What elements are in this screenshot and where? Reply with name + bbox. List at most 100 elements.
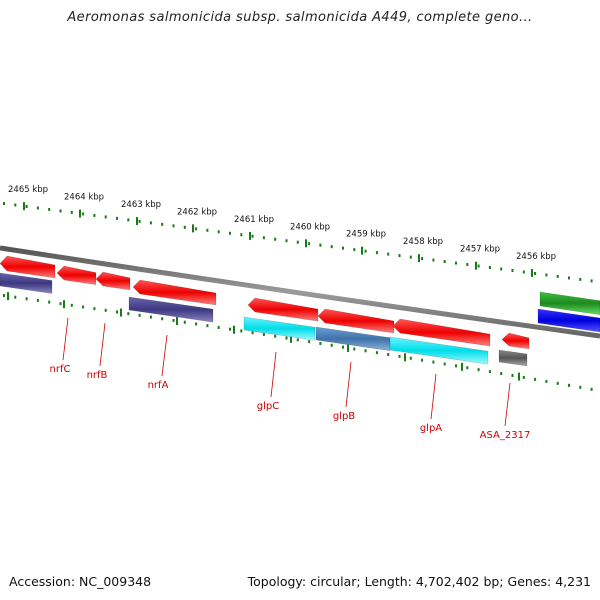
minor-tick <box>229 231 231 235</box>
minor-tick <box>308 242 311 246</box>
major-tick <box>63 300 65 309</box>
major-tick <box>475 261 477 270</box>
gene-label[interactable]: nrfC <box>50 364 71 375</box>
cog-block-purple[interactable] <box>128 296 214 323</box>
minor-tick <box>534 271 537 275</box>
minor-tick <box>229 327 231 331</box>
minor-tick <box>195 322 198 326</box>
minor-tick <box>104 308 107 312</box>
minor-tick <box>172 224 175 228</box>
minor-tick <box>240 329 243 333</box>
minor-tick <box>511 268 514 272</box>
cog-block-purple[interactable] <box>0 272 53 294</box>
major-tick <box>7 292 9 301</box>
gene-label[interactable]: nrfA <box>148 380 169 391</box>
minor-tick <box>59 302 62 306</box>
cds-block[interactable] <box>247 297 319 322</box>
major-tick <box>233 325 235 334</box>
minor-tick <box>172 318 175 322</box>
tick-label: 2463 kbp <box>121 200 161 210</box>
cog-block-cyan[interactable] <box>243 316 316 341</box>
minor-tick <box>342 246 344 250</box>
major-tick <box>461 362 463 371</box>
minor-tick <box>534 377 537 381</box>
major-tick <box>518 372 520 381</box>
gene-label[interactable]: glpA <box>420 423 442 434</box>
minor-tick <box>522 375 525 379</box>
cog-block-blue[interactable] <box>537 308 600 333</box>
minor-tick <box>375 351 378 355</box>
cog-block-steelblue[interactable] <box>315 326 391 352</box>
minor-tick <box>262 332 265 336</box>
cds-block[interactable] <box>0 255 56 279</box>
minor-tick <box>568 383 570 387</box>
outer-tick-track <box>3 202 593 283</box>
tick-label: 2457 kbp <box>460 245 500 255</box>
cds-block[interactable] <box>317 308 395 334</box>
cog-block-green[interactable] <box>539 291 600 315</box>
cog-block-gray[interactable] <box>498 349 528 367</box>
cds-block[interactable] <box>501 332 530 350</box>
minor-tick <box>274 334 277 338</box>
label-leader-line <box>504 382 511 427</box>
minor-tick <box>579 277 582 281</box>
major-tick <box>305 239 307 248</box>
minor-tick <box>500 372 503 376</box>
feature-track[interactable] <box>0 255 600 367</box>
tick-label: 2461 kbp <box>234 215 274 225</box>
label-leader-line <box>99 322 106 367</box>
minor-tick <box>568 276 570 280</box>
minor-tick <box>296 338 299 342</box>
minor-tick <box>48 207 51 211</box>
minor-tick <box>398 254 401 258</box>
gene-label[interactable]: nrfB <box>87 370 108 381</box>
major-tick <box>79 209 81 218</box>
cds-block[interactable] <box>392 318 491 347</box>
cog-block-cyan[interactable] <box>389 336 489 365</box>
minor-tick <box>466 366 469 370</box>
minor-tick <box>116 216 118 220</box>
minor-tick <box>579 385 582 389</box>
minor-tick <box>500 267 503 271</box>
minor-tick <box>353 248 356 252</box>
label-leader-line <box>161 334 168 377</box>
gene-labels: nrfC nrfB nrfA glpC glpB glpA ASA_2317 <box>50 317 531 441</box>
minor-tick <box>421 257 424 261</box>
minor-tick <box>443 260 446 264</box>
minor-tick <box>59 209 62 213</box>
minor-tick <box>466 263 469 267</box>
minor-tick <box>319 341 322 345</box>
cds-block[interactable] <box>132 279 217 306</box>
minor-tick <box>353 347 356 351</box>
tick-label: 2465 kbp <box>8 185 48 195</box>
minor-tick <box>104 215 107 219</box>
minor-tick <box>36 206 39 210</box>
minor-tick <box>262 236 265 240</box>
minor-tick <box>206 324 209 328</box>
minor-tick <box>488 266 491 270</box>
gene-label[interactable]: glpC <box>257 401 279 412</box>
minor-tick <box>421 358 424 362</box>
minor-tick <box>14 203 17 207</box>
cds-block[interactable] <box>56 265 97 285</box>
label-leader-line <box>345 361 352 408</box>
gene-label[interactable]: ASA_2317 <box>480 430 531 441</box>
major-tick <box>290 334 292 343</box>
minor-tick <box>443 362 446 366</box>
minor-tick <box>82 212 85 216</box>
minor-tick <box>127 218 130 222</box>
minor-tick <box>149 221 152 225</box>
label-leader-line <box>430 373 437 420</box>
minor-tick <box>432 258 435 262</box>
map-title: Aeromonas salmonicida subsp. salmonicida… <box>67 10 533 25</box>
minor-tick <box>3 294 5 298</box>
minor-tick <box>82 305 85 309</box>
minor-tick <box>161 222 164 226</box>
major-tick <box>23 202 25 211</box>
gene-label[interactable]: glpB <box>333 411 355 422</box>
cds-block[interactable] <box>95 271 131 291</box>
major-tick <box>176 317 178 326</box>
minor-tick <box>477 264 480 268</box>
minor-tick <box>285 336 288 340</box>
